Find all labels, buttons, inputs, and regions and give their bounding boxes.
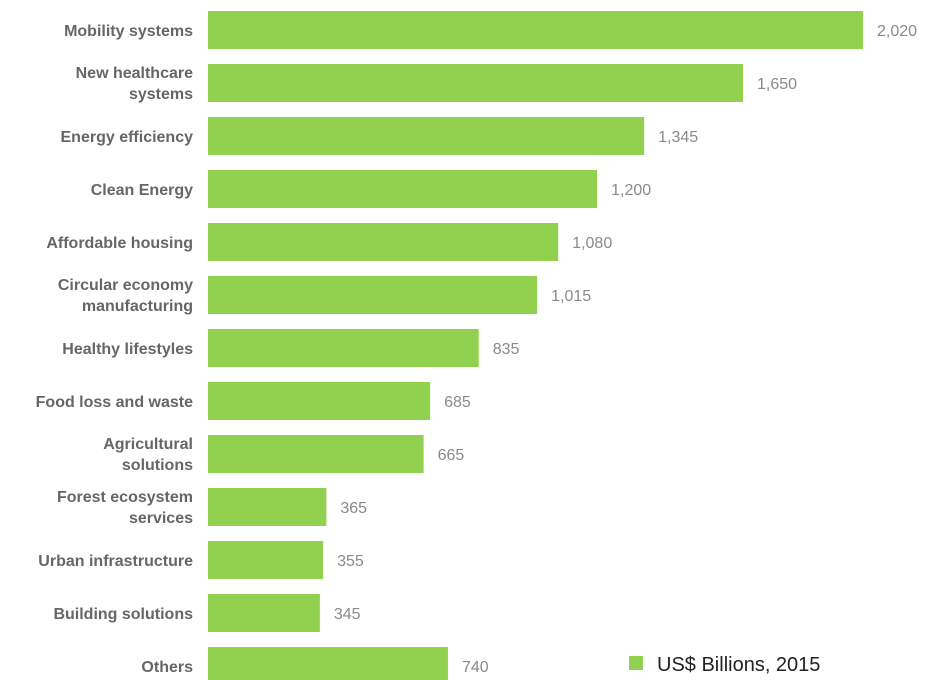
value-label: 1,200 [611,182,651,199]
category-label-line: Urban infrastructure [38,553,193,570]
category-label-line: Clean Energy [91,182,193,199]
value-label: 685 [444,394,471,411]
category-label: Others [141,659,193,676]
legend-swatch [629,656,643,670]
bar [208,329,479,367]
legend-label: US$ Billions, 2015 [657,654,820,676]
value-label: 2,020 [877,23,917,40]
value-label: 1,345 [658,129,698,146]
value-label: 835 [493,341,520,358]
value-labels: 2,020 1,650 1,345 1,200 1,080 1,015 835 685 665 3… [334,23,917,676]
category-label-line: solutions [122,457,193,474]
category-label: Circular economy manufacturing [58,277,193,315]
category-label: Urban infrastructure [38,553,193,570]
bar [208,488,327,526]
category-label: Affordable housing [46,235,193,252]
value-label: 345 [334,606,361,623]
value-label: 1,015 [551,288,591,305]
category-label: Food loss and waste [36,394,193,411]
category-label-line: services [129,510,193,527]
category-label-line: Healthy lifestyles [62,341,193,358]
category-label: Building solutions [53,606,193,623]
category-label-line: Forest ecosystem [57,489,193,506]
category-label-line: New healthcare [76,65,193,82]
bar [208,170,598,208]
category-label-line: Food loss and waste [36,394,193,411]
legend: US$ Billions, 2015 [629,654,820,676]
category-label: New healthcare systems [76,65,193,103]
category-label-line: systems [129,86,193,103]
bar [208,64,744,102]
category-label-line: Agricultural [103,436,193,453]
bar [208,647,448,680]
bar [208,276,538,314]
bar [208,435,424,473]
value-label: 1,080 [572,235,612,252]
bar [208,11,863,49]
category-label-line: manufacturing [82,298,193,315]
category-label-line: Building solutions [53,606,193,623]
category-label: Clean Energy [91,182,193,199]
bar [208,594,320,632]
category-label: Forest ecosystem services [57,489,193,527]
value-label: 740 [462,659,489,676]
bar [208,223,559,261]
category-label-line: Mobility systems [64,23,193,40]
category-label-line: Affordable housing [46,235,193,252]
value-label: 355 [337,553,364,570]
category-label-line: Energy efficiency [61,129,194,146]
category-label-line: Circular economy [58,277,193,294]
category-label: Healthy lifestyles [62,341,193,358]
value-label: 665 [438,447,465,464]
category-labels: Mobility systems New healthcare systems Ene… [36,23,193,676]
value-label: 365 [340,500,367,517]
category-label-line: Others [141,659,193,676]
category-label: Mobility systems [64,23,193,40]
bar [208,117,645,155]
category-label: Energy efficiency [61,129,194,146]
category-label: Agricultural solutions [103,436,193,474]
bars [208,11,863,680]
bar [208,541,324,579]
value-label: 1,650 [757,76,797,93]
bar [208,382,431,420]
